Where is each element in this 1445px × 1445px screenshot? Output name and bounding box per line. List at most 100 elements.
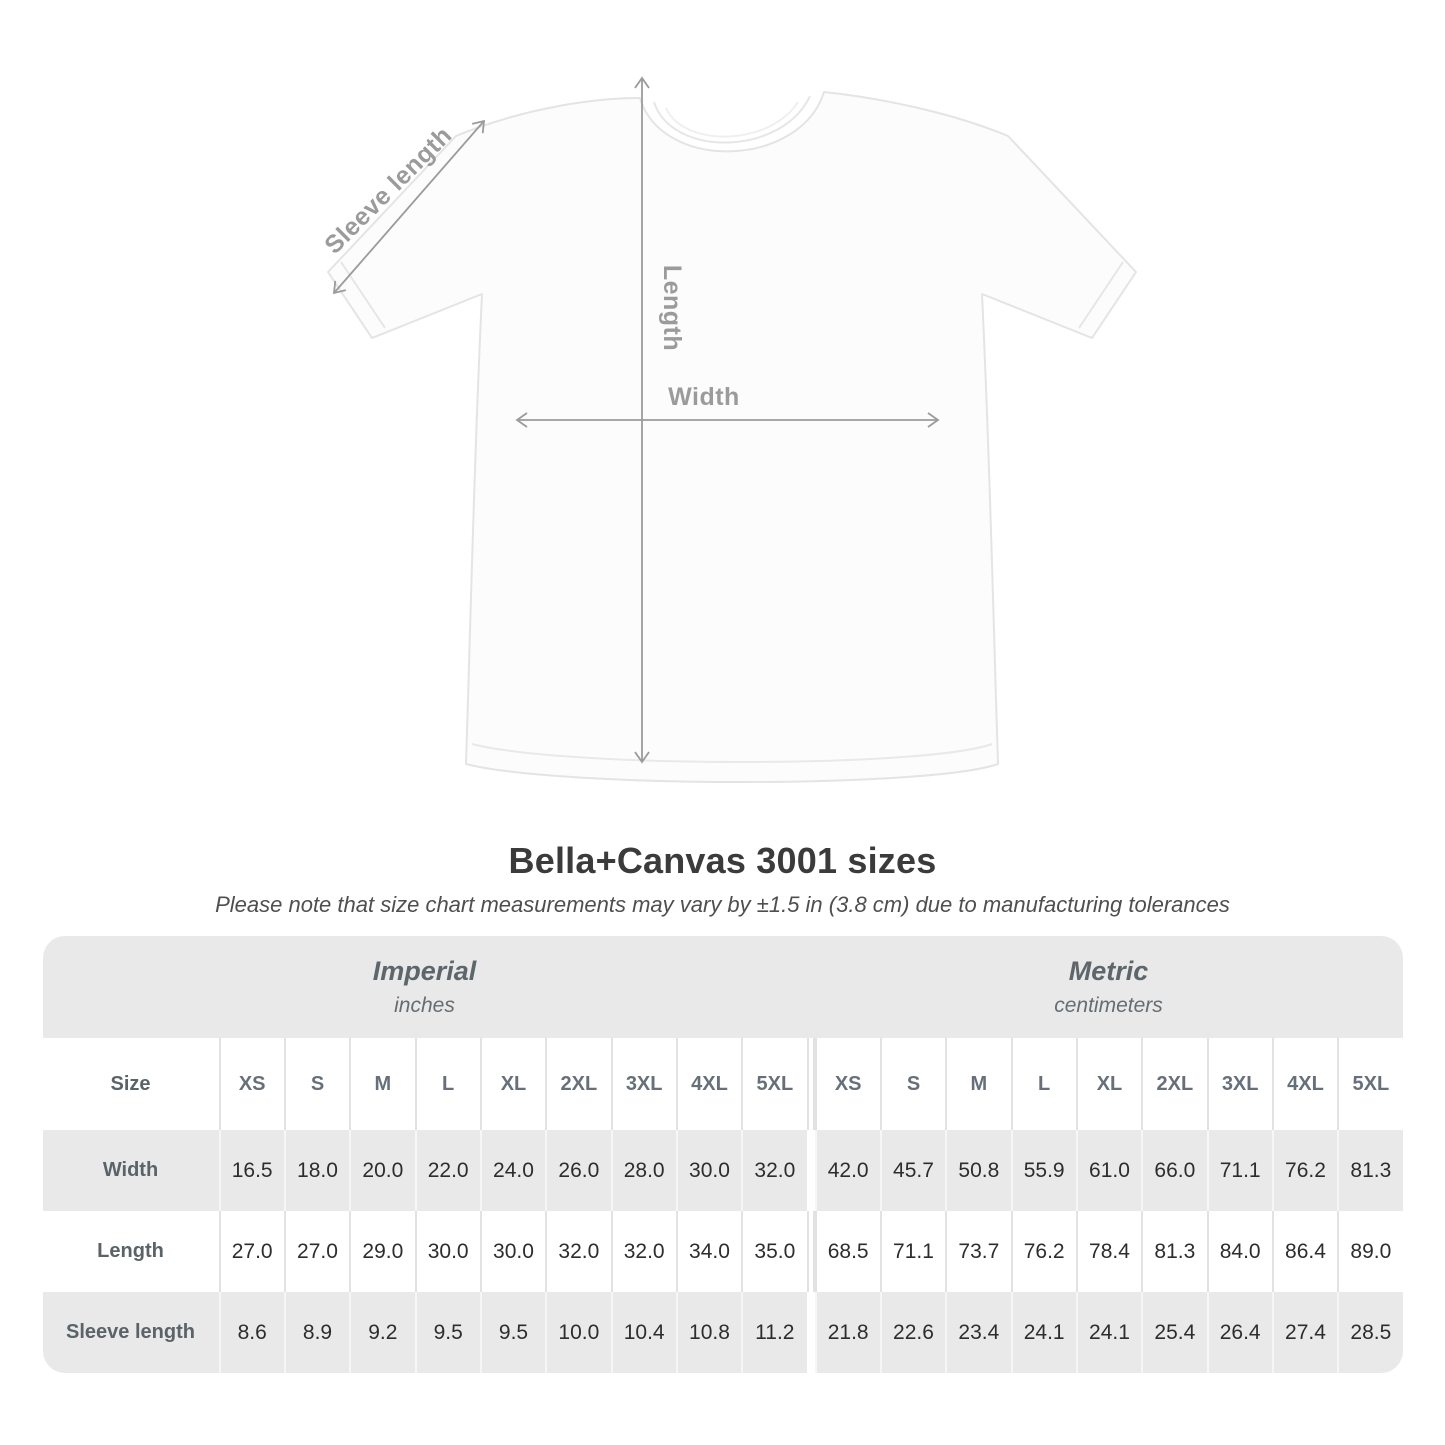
width-label: Width — [668, 383, 740, 411]
metric-size-m: M — [945, 1038, 1010, 1130]
metric-size-2xl: 2XL — [1141, 1038, 1206, 1130]
width-imperial-xl: 24.0 — [479, 1130, 546, 1211]
width-imperial-3xl: 28.0 — [610, 1130, 676, 1211]
sleeve-imperial-2xl: 10.0 — [545, 1292, 611, 1373]
imperial-size-xl: XL — [479, 1038, 545, 1130]
metric-size-xl: XL — [1075, 1038, 1141, 1130]
length-imperial-2xl: 32.0 — [545, 1211, 610, 1292]
tshirt-graphic — [327, 91, 1137, 783]
tolerance-note: Please note that size chart measurements… — [215, 892, 1230, 917]
size-column-header: Size — [110, 1072, 151, 1095]
width-imperial-m: 20.0 — [349, 1130, 415, 1211]
sleeve-metric-m: 23.4 — [945, 1292, 1011, 1373]
imperial-size-5xl: 5XL — [741, 1038, 806, 1130]
sleeve-metric-l: 24.1 — [1010, 1292, 1076, 1373]
collar-seam — [653, 95, 811, 144]
metric-size-s: S — [879, 1038, 945, 1130]
length-imperial-xs: 27.0 — [218, 1211, 284, 1292]
width-metric-4xl: 76.2 — [1271, 1130, 1338, 1211]
width-metric-l: 55.9 — [1010, 1130, 1076, 1211]
sleeve-imperial-s: 8.9 — [283, 1292, 350, 1373]
imperial-size-3xl: 3XL — [610, 1038, 676, 1130]
section-divider — [806, 1038, 815, 1130]
imperial-size-m: M — [349, 1038, 414, 1130]
size-table: Imperial inches Metric centimeters Size … — [42, 936, 1403, 1373]
imperial-title: Imperial — [372, 956, 477, 986]
sleeve-metric-xs: 21.8 — [814, 1292, 880, 1373]
imperial-size-l: L — [414, 1038, 480, 1130]
sleeve-imperial-xs: 8.6 — [218, 1292, 284, 1373]
width-imperial-l: 22.0 — [414, 1130, 480, 1211]
sleeve-metric-3xl: 26.4 — [1206, 1292, 1272, 1373]
page-title: Bella+Canvas 3001 sizes — [508, 840, 937, 881]
tshirt-measurement-diagram: Sleeve length Length Width — [319, 76, 1137, 783]
sleeve-imperial-4xl: 10.8 — [675, 1292, 742, 1373]
imperial-size-xs: XS — [218, 1038, 284, 1130]
sleeve-row-label: Sleeve length — [42, 1292, 219, 1373]
section-divider — [806, 1130, 815, 1211]
length-metric-s: 71.1 — [879, 1211, 945, 1292]
metric-size-3xl: 3XL — [1206, 1038, 1272, 1130]
length-imperial-s: 27.0 — [283, 1211, 349, 1292]
length-imperial-xl: 30.0 — [479, 1211, 545, 1292]
length-imperial-3xl: 32.0 — [610, 1211, 676, 1292]
section-divider — [806, 1211, 815, 1292]
width-metric-s: 45.7 — [879, 1130, 946, 1211]
metric-size-l: L — [1010, 1038, 1076, 1130]
hem-seam — [471, 743, 993, 763]
width-imperial-2xl: 26.0 — [545, 1130, 611, 1211]
length-metric-l: 76.2 — [1010, 1211, 1076, 1292]
metric-title: Metric — [1068, 956, 1149, 986]
metric-size-xs: XS — [814, 1038, 880, 1130]
width-imperial-4xl: 30.0 — [675, 1130, 742, 1211]
width-row: Width 16.5 18.0 20.0 22.0 24.0 26.0 28.0… — [42, 1130, 1403, 1211]
width-metric-5xl: 81.3 — [1337, 1130, 1403, 1211]
imperial-size-2xl: 2XL — [545, 1038, 610, 1130]
width-metric-3xl: 71.1 — [1206, 1130, 1272, 1211]
imperial-unit: inches — [394, 994, 455, 1017]
unit-header-row: Imperial inches Metric centimeters — [42, 936, 1403, 1038]
length-metric-3xl: 84.0 — [1206, 1211, 1272, 1292]
width-metric-m: 50.8 — [945, 1130, 1011, 1211]
sleeve-metric-4xl: 27.4 — [1271, 1292, 1338, 1373]
sleeve-imperial-5xl: 11.2 — [741, 1292, 807, 1373]
imperial-size-s: S — [283, 1038, 349, 1130]
length-metric-xs: 68.5 — [814, 1211, 880, 1292]
sleeve-imperial-3xl: 10.4 — [610, 1292, 676, 1373]
sleeve-imperial-m: 9.2 — [349, 1292, 415, 1373]
length-metric-4xl: 86.4 — [1271, 1211, 1337, 1292]
size-header-row: Size XS S M L XL 2XL 3XL 4XL 5XL XS S M … — [42, 1038, 1403, 1130]
length-imperial-4xl: 34.0 — [675, 1211, 741, 1292]
length-metric-5xl: 89.0 — [1337, 1211, 1402, 1292]
length-label: Length — [658, 265, 686, 351]
metric-section-header: Metric centimeters — [815, 936, 1403, 1038]
collar-inner-shadow — [665, 101, 799, 138]
length-imperial-m: 29.0 — [349, 1211, 414, 1292]
length-imperial-5xl: 35.0 — [741, 1211, 806, 1292]
metric-size-5xl: 5XL — [1337, 1038, 1402, 1130]
sleeve-metric-5xl: 28.5 — [1337, 1292, 1403, 1373]
sleeve-length-row: Sleeve length 8.6 8.9 9.2 9.5 9.5 10.0 1… — [42, 1292, 1403, 1373]
length-metric-xl: 78.4 — [1075, 1211, 1141, 1292]
length-row-label: Length — [97, 1240, 164, 1262]
right-cuff-seam — [1078, 261, 1124, 329]
sleeve-imperial-l: 9.5 — [414, 1292, 480, 1373]
sleeve-length-arrow — [332, 119, 486, 295]
section-divider — [806, 1292, 815, 1373]
width-metric-2xl: 66.0 — [1141, 1130, 1207, 1211]
width-metric-xl: 61.0 — [1075, 1130, 1142, 1211]
width-imperial-5xl: 32.0 — [741, 1130, 807, 1211]
sleeve-metric-xl: 24.1 — [1075, 1292, 1142, 1373]
sleeve-metric-2xl: 25.4 — [1141, 1292, 1207, 1373]
length-imperial-l: 30.0 — [414, 1211, 480, 1292]
length-metric-m: 73.7 — [945, 1211, 1010, 1292]
width-metric-xs: 42.0 — [814, 1130, 880, 1211]
imperial-size-4xl: 4XL — [675, 1038, 741, 1130]
length-metric-2xl: 81.3 — [1141, 1211, 1206, 1292]
width-imperial-s: 18.0 — [283, 1130, 350, 1211]
width-imperial-xs: 16.5 — [218, 1130, 284, 1211]
sleeve-imperial-xl: 9.5 — [479, 1292, 546, 1373]
metric-size-4xl: 4XL — [1271, 1038, 1337, 1130]
length-row: Length 27.0 27.0 29.0 30.0 30.0 32.0 32.… — [42, 1211, 1403, 1292]
